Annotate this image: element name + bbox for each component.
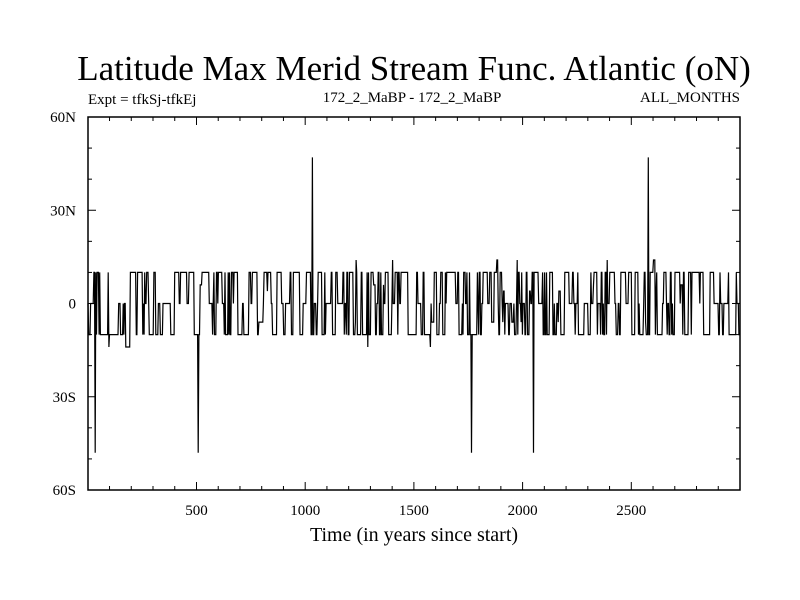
y-tick-label: 0 [69,297,77,313]
x-axis: 500 1000 1500 2000 2500 [109,117,719,519]
y-tick-label: 60N [50,110,76,126]
x-tick-label: 2000 [508,503,538,519]
x-tick-label: 2500 [616,503,646,519]
subtitle-left: Expt = tfkSj-tfkEj [88,92,196,108]
subtitle-center: 172_2_MaBP - 172_2_MaBP [323,90,502,106]
y-tick-label: 30N [50,203,76,219]
series-line [87,157,740,453]
y-axis: 60N 30N 0 30S 60S [50,110,740,499]
x-tick-label: 1500 [399,503,429,519]
x-tick-label: 1000 [290,503,320,519]
plot-frame [87,116,741,491]
x-tick-label: 500 [185,503,208,519]
x-axis-label: Time (in years since start) [310,524,518,546]
subtitle-right: ALL_MONTHS [640,90,740,106]
y-tick-label: 60S [53,483,76,499]
y-tick-label: 30S [53,390,76,406]
chart-title: Latitude Max Merid Stream Func. Atlantic… [77,49,751,88]
